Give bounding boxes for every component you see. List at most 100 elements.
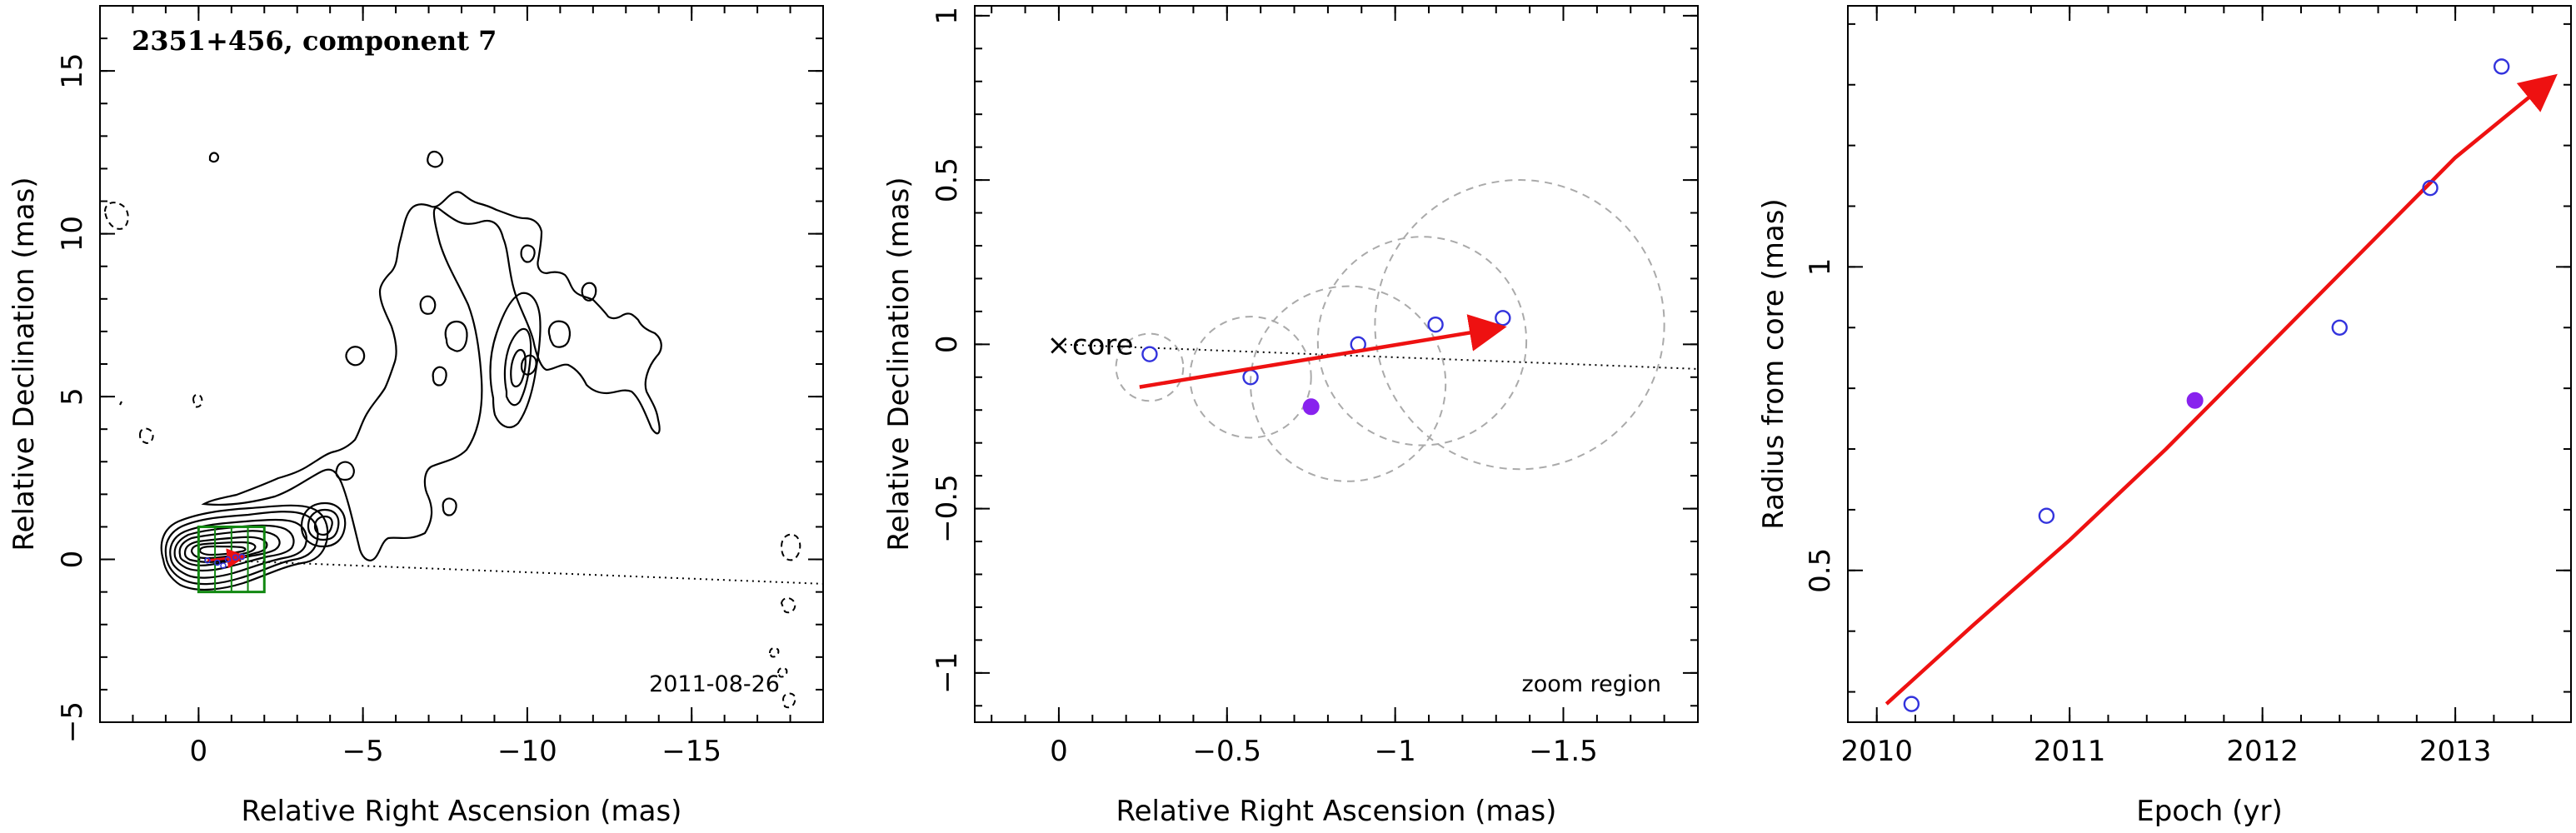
component-point	[1495, 310, 1511, 327]
contour-jet-blob-h	[442, 497, 457, 516]
contour-island-1	[427, 150, 444, 168]
map-title: 2351+456, component 7	[132, 25, 497, 57]
contour-jet-blob-a	[444, 320, 468, 352]
p1-xtick-label: −5	[342, 735, 384, 768]
fit-circle	[1374, 179, 1665, 471]
p1-ytick-label: 5	[56, 387, 89, 406]
panel-radius-vs-epoch: 2010 2011 2012 2013 0.5 1 Epoch (yr) Radius f…	[1757, 5, 2572, 828]
component-position-small	[232, 554, 239, 561]
contour-jet-outer	[201, 191, 662, 561]
neg-contour-7	[776, 666, 788, 678]
p3-xtick-label: 2012	[2226, 735, 2299, 768]
p1-ytick-label: −5	[56, 701, 89, 743]
component-positions	[1141, 310, 1511, 416]
neg-contour-2	[138, 427, 154, 445]
contour-island-3	[335, 461, 355, 481]
p3-xtick-label: 2010	[1840, 735, 1913, 768]
p2-ytick-label: −1	[931, 652, 964, 694]
motion-vector-arrow	[1139, 314, 1507, 389]
contour-knot-mid	[307, 508, 340, 541]
motion-vector-arrow-small	[207, 548, 247, 569]
x-axis-label-3: Epoch (yr)	[2136, 795, 2283, 828]
neg-contour-6	[768, 646, 780, 658]
ticks-panel-3: 2010 2011 2012 2013 0.5 1	[1804, 6, 2572, 768]
radius-point	[2493, 58, 2510, 75]
p2-xtick-label: −0.5	[1193, 735, 1262, 768]
component-position-small	[204, 556, 211, 564]
zoom-region-box	[197, 525, 266, 594]
p3-xtick-label: 2013	[2419, 735, 2492, 768]
neg-contour-1	[103, 202, 129, 230]
contour-map	[103, 150, 823, 709]
component-point-filled	[1302, 398, 1320, 416]
radius-point	[2331, 319, 2348, 336]
contour-jet-inner-1	[489, 292, 542, 429]
neg-contour-4	[780, 533, 801, 561]
p2-xtick-label: −1.5	[1529, 735, 1598, 768]
contour-jet-inner-2	[503, 327, 532, 407]
contour-knot-inner	[313, 515, 333, 536]
fit-circle	[1316, 236, 1528, 446]
contour-core-2	[164, 511, 319, 586]
p2-ytick-label: 0.5	[931, 157, 964, 202]
contour-island-2	[345, 346, 366, 367]
fit-circles	[1115, 179, 1665, 482]
fit-curve-arrow	[1885, 73, 2558, 706]
neg-contour-8	[781, 692, 796, 709]
p2-ytick-label: 0	[931, 336, 964, 354]
ticks-panel-1: 0 −5 −10 −15 −5 0 5 10 15	[56, 5, 824, 768]
component-position-small	[214, 559, 221, 566]
component-point	[1141, 346, 1158, 362]
component-position-small	[224, 556, 232, 563]
core-marker: × core	[1047, 328, 1134, 362]
radius-point	[1903, 696, 1920, 712]
y-axis-label-3: Radius from core (mas)	[1757, 198, 1790, 529]
radius-point	[2038, 507, 2055, 524]
p1-ytick-label: 15	[56, 53, 89, 89]
p2-ytick-label: −0.5	[931, 474, 964, 543]
contour-jet-inner-3	[510, 348, 527, 388]
contour-core-4	[173, 524, 295, 572]
core-label: core	[1072, 328, 1134, 362]
radius-points	[1903, 58, 2510, 712]
p2-ytick-label: 1	[931, 7, 964, 25]
radius-point-filled	[2186, 392, 2204, 409]
p2-xtick-label: 0	[1050, 735, 1068, 768]
p1-ytick-label: 10	[56, 216, 89, 252]
contour-island-5	[119, 401, 122, 406]
p3-ytick-label: 0.5	[1804, 548, 1837, 593]
contour-knot-outer	[300, 501, 347, 548]
x-axis-label-1: Relative Right Ascension (mas)	[242, 795, 682, 828]
contour-jet-blob-d	[581, 282, 597, 302]
component-position-small	[238, 553, 246, 561]
p1-xtick-label: −15	[661, 735, 721, 768]
axes-frame-2	[974, 5, 1699, 723]
x-axis-label-2: Relative Right Ascension (mas)	[1116, 795, 1557, 828]
contour-island-4	[208, 152, 220, 163]
contour-core-5	[178, 530, 281, 566]
contour-jet-blob-e	[419, 295, 437, 315]
epoch-date: 2011-08-26	[649, 671, 780, 697]
component-position-small	[220, 562, 227, 569]
contour-core-1	[160, 504, 329, 591]
axes-frame-1	[99, 5, 824, 723]
neg-contour-5	[780, 597, 796, 614]
y-axis-label-1: Relative Declination (mas)	[7, 177, 41, 551]
p1-ytick-label: 0	[56, 551, 89, 569]
trajectory-line	[198, 558, 823, 585]
p3-xtick-label: 2011	[2034, 735, 2106, 768]
neg-contour-3	[192, 393, 203, 408]
zoom-label: zoom region	[1522, 671, 1661, 697]
p1-xtick-label: −10	[497, 735, 557, 768]
panel-zoom-region: × core 0 −0.5 −1 −1.5 −1 −0.5 0 0.5 1 zoom regio…	[882, 5, 1699, 828]
radius-point	[2422, 179, 2439, 197]
y-axis-label-2: Relative Declination (mas)	[882, 177, 916, 551]
fit-circle	[1250, 285, 1447, 482]
contour-jet-blob-c	[520, 354, 537, 376]
contour-jet-blob-g	[520, 244, 536, 263]
component-overlay	[198, 548, 823, 585]
core-cross-icon: ×	[1047, 328, 1071, 362]
contour-jet-blob-f	[432, 366, 447, 387]
